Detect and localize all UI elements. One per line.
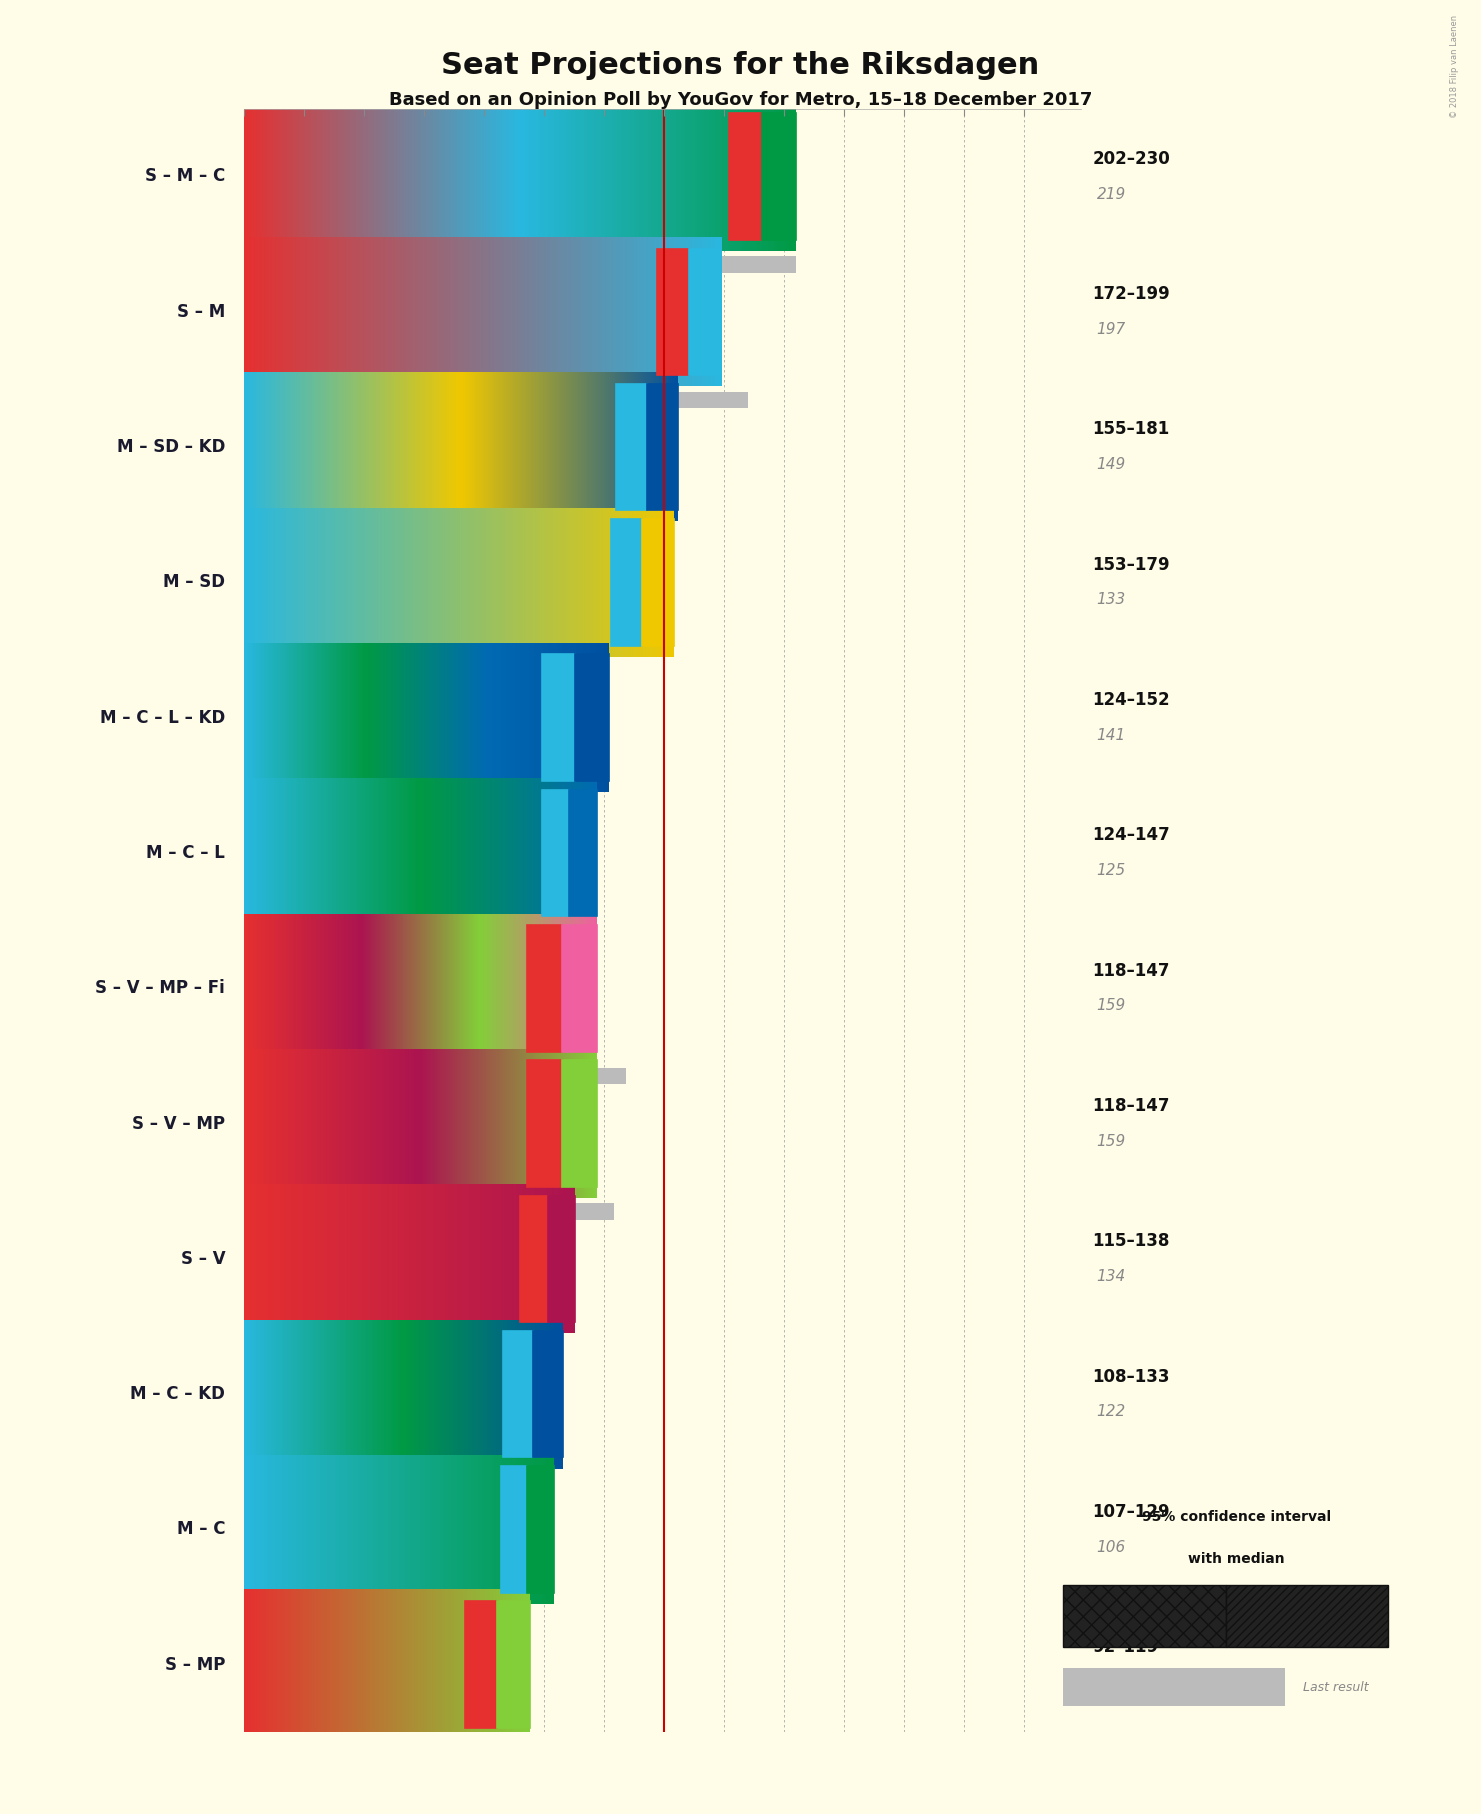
Bar (504, 1331, 533, 1457)
Text: S – MP: S – MP (164, 1656, 225, 1674)
Bar (542, 655, 575, 780)
Text: 159: 159 (1096, 998, 1126, 1014)
Bar (498, 1602, 530, 1729)
Bar (729, 112, 763, 239)
Bar (563, 925, 597, 1052)
Bar (244, 526, 652, 542)
Text: 124–147: 124–147 (1093, 827, 1170, 844)
Bar (533, 1331, 563, 1457)
Text: 107–129: 107–129 (1093, 1502, 1170, 1520)
Text: 149: 149 (1096, 457, 1126, 472)
Bar (542, 789, 569, 916)
Text: M – C – KD: M – C – KD (130, 1386, 225, 1404)
Text: 108–133: 108–133 (1093, 1368, 1170, 1386)
Text: S – M – C: S – M – C (145, 167, 225, 185)
Text: S – V – MP – Fi: S – V – MP – Fi (95, 980, 225, 998)
Bar (244, 256, 795, 272)
Bar (244, 392, 748, 408)
Bar (548, 1195, 575, 1322)
Bar (244, 1068, 625, 1085)
Text: 125: 125 (1096, 863, 1126, 878)
Text: 197: 197 (1096, 321, 1126, 337)
Bar (520, 1195, 548, 1322)
Bar (647, 385, 678, 510)
Text: 118–147: 118–147 (1093, 961, 1170, 980)
Text: 141: 141 (1096, 727, 1126, 742)
Text: Based on an Opinion Poll by YouGov for Metro, 15–18 December 2017: Based on an Opinion Poll by YouGov for M… (390, 91, 1091, 109)
Bar (244, 1745, 575, 1761)
Text: Seat Projections for the Riksdagen: Seat Projections for the Riksdagen (441, 51, 1040, 80)
Bar (1063, 1669, 1286, 1705)
Bar (689, 249, 721, 375)
Text: 153–179: 153–179 (1093, 555, 1170, 573)
Text: 172–199: 172–199 (1093, 285, 1170, 303)
Bar (575, 655, 609, 780)
Bar (763, 112, 795, 239)
Bar (244, 798, 582, 814)
Bar (244, 662, 600, 678)
Bar (527, 1061, 563, 1186)
Bar (501, 1466, 527, 1593)
Bar (244, 932, 530, 949)
Text: Last result: Last result (1303, 1680, 1368, 1694)
Bar (527, 925, 563, 1052)
Text: 155–181: 155–181 (1093, 421, 1170, 439)
Text: 133: 133 (1096, 593, 1126, 608)
Bar (465, 1602, 498, 1729)
Text: M – C: M – C (176, 1520, 225, 1538)
Text: S – M: S – M (176, 303, 225, 321)
Bar (616, 385, 647, 510)
Text: 124–152: 124–152 (1093, 691, 1170, 709)
Text: M – C – L: M – C – L (147, 844, 225, 862)
Text: 202–230: 202–230 (1093, 151, 1170, 169)
Text: 95% confidence interval: 95% confidence interval (1142, 1509, 1331, 1524)
Text: M – C – L – KD: M – C – L – KD (99, 709, 225, 727)
Text: 92–119: 92–119 (1093, 1638, 1158, 1656)
Bar (527, 1466, 554, 1593)
Text: 122: 122 (1096, 1404, 1126, 1419)
Bar (656, 249, 689, 375)
Text: 118–147: 118–147 (1093, 1097, 1170, 1116)
Text: 106: 106 (1096, 1540, 1126, 1555)
Text: M – SD – KD: M – SD – KD (117, 437, 225, 455)
Text: S – V – MP: S – V – MP (132, 1114, 225, 1132)
Bar (244, 1203, 613, 1219)
Text: © 2018 Filip van Laenen: © 2018 Filip van Laenen (1450, 15, 1459, 118)
Bar (1226, 1585, 1389, 1647)
Text: 219: 219 (1096, 187, 1126, 201)
Bar (563, 1061, 597, 1186)
Bar (612, 519, 643, 646)
Text: 159: 159 (1096, 1134, 1126, 1148)
Bar (244, 1475, 538, 1489)
Text: S – V: S – V (181, 1250, 225, 1268)
Bar (244, 1609, 484, 1625)
Text: 138: 138 (1096, 1674, 1126, 1691)
Text: M – SD: M – SD (163, 573, 225, 591)
Text: 115–138: 115–138 (1093, 1232, 1170, 1250)
Bar (244, 1339, 554, 1355)
Bar (569, 789, 597, 916)
Text: with median: with median (1188, 1551, 1286, 1565)
Bar (643, 519, 674, 646)
Bar (1063, 1585, 1226, 1647)
Text: 134: 134 (1096, 1270, 1126, 1284)
